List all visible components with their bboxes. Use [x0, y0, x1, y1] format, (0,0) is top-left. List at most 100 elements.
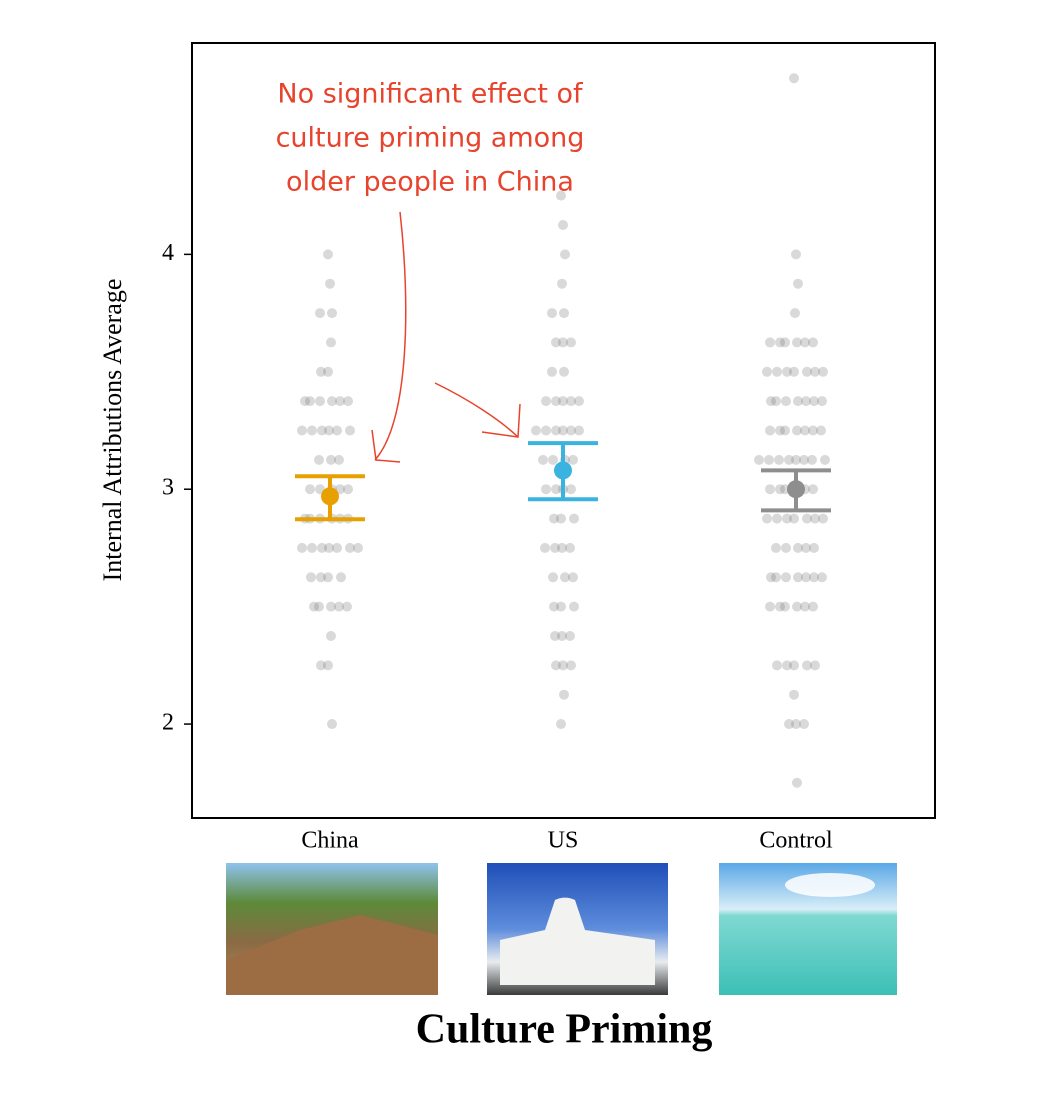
data-point [314, 601, 324, 612]
data-point [754, 454, 764, 465]
data-point [790, 308, 800, 319]
data-point [549, 601, 559, 612]
data-point [808, 425, 818, 436]
data-point [316, 572, 326, 583]
data-point [541, 425, 551, 436]
photo-wall [226, 915, 438, 995]
data-point [324, 542, 334, 553]
data-point [799, 719, 809, 730]
data-point [558, 396, 568, 407]
data-point [808, 601, 818, 612]
data-point [323, 249, 333, 260]
data-point [789, 513, 799, 524]
arrow [434, 382, 519, 438]
data-point [332, 425, 342, 436]
data-point [801, 542, 811, 553]
data-point [316, 366, 326, 377]
data-point [559, 366, 569, 377]
data-point [793, 396, 803, 407]
data-point [801, 396, 811, 407]
data-point [810, 366, 820, 377]
data-point [800, 601, 810, 612]
arrow-head [371, 429, 401, 463]
data-point [547, 308, 557, 319]
data-point [317, 542, 327, 553]
data-point [818, 366, 828, 377]
data-point [307, 542, 317, 553]
data-point [317, 425, 327, 436]
data-point [799, 454, 809, 465]
data-point [314, 454, 324, 465]
data-point [556, 513, 566, 524]
data-point [565, 630, 575, 641]
data-point [780, 601, 790, 612]
data-point [816, 425, 826, 436]
data-point [762, 366, 772, 377]
data-point [784, 719, 794, 730]
data-point [566, 337, 576, 348]
data-point [557, 278, 567, 289]
data-point [332, 542, 342, 553]
data-point [336, 572, 346, 583]
mean-point [554, 461, 572, 480]
x-tick-label: China [301, 828, 359, 854]
data-point [547, 366, 557, 377]
data-point [765, 425, 775, 436]
data-point [807, 454, 817, 465]
mean-point [787, 480, 805, 499]
data-point [334, 454, 344, 465]
data-point [810, 513, 820, 524]
data-point [569, 513, 579, 524]
y-tick-label: 4 [162, 240, 174, 266]
data-point [548, 454, 558, 465]
data-point [792, 777, 802, 788]
data-point [772, 366, 782, 377]
data-point [326, 601, 336, 612]
data-point [781, 542, 791, 553]
data-point [817, 396, 827, 407]
data-point [771, 396, 781, 407]
x-tick-label: US [548, 828, 579, 854]
data-point [574, 425, 584, 436]
data-point [789, 366, 799, 377]
data-point [551, 484, 561, 495]
data-point [325, 278, 335, 289]
data-point [558, 660, 568, 671]
data-point [566, 660, 576, 671]
data-point [309, 601, 319, 612]
data-point [574, 396, 584, 407]
data-point [809, 396, 819, 407]
data-point [566, 484, 576, 495]
data-point [556, 190, 566, 201]
data-point [775, 484, 785, 495]
data-point [557, 630, 567, 641]
mean-point [321, 487, 339, 506]
data-point [538, 454, 548, 465]
data-point [343, 396, 353, 407]
data-point [820, 454, 830, 465]
data-point [802, 660, 812, 671]
data-point [762, 513, 772, 524]
y-tick-label: 2 [162, 710, 174, 736]
data-point [324, 425, 334, 436]
data-point [766, 572, 776, 583]
data-point [550, 630, 560, 641]
data-point [342, 601, 352, 612]
data-point [566, 425, 576, 436]
data-point [780, 337, 790, 348]
data-point [345, 542, 355, 553]
y-tick-label: 3 [162, 475, 174, 501]
data-point [568, 572, 578, 583]
data-point [800, 337, 810, 348]
data-point [307, 425, 317, 436]
data-point [556, 719, 566, 730]
data-point [558, 425, 568, 436]
data-point [353, 542, 363, 553]
data-point [345, 425, 355, 436]
data-point [551, 425, 561, 436]
data-point [566, 396, 576, 407]
data-point [305, 484, 315, 495]
data-point [568, 454, 578, 465]
data-point [323, 572, 333, 583]
data-point [774, 454, 784, 465]
